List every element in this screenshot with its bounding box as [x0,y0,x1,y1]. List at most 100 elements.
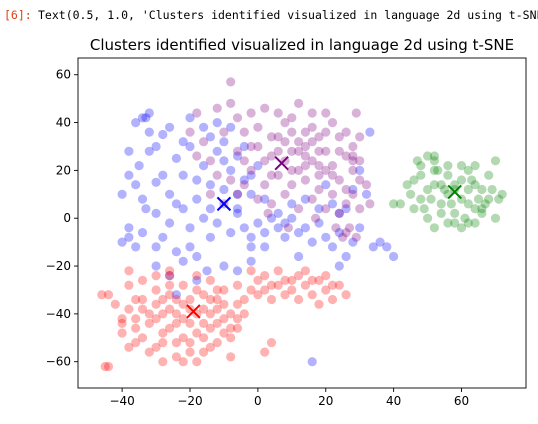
scatter-point [307,108,317,118]
scatter-point [273,223,283,233]
scatter-point [226,309,236,319]
centroid-marker [186,304,201,319]
y-tick-label: 0 [63,211,71,225]
scatter-point [361,189,372,199]
scatter-point [137,194,148,204]
scatter-point [260,271,270,281]
scatter-point [151,299,161,309]
scatter-point [300,175,310,185]
scatter-point [131,242,141,252]
scatter-point [171,290,181,300]
scatter-point [307,137,317,147]
scatter-point [294,271,304,281]
scatter-point [300,141,310,152]
scatter-point [443,218,453,228]
scatter-point [171,247,181,257]
scatter-point [314,170,324,180]
scatter-point [124,232,134,242]
scatter-point [253,290,263,300]
scatter-point [314,161,324,171]
scatter-point [260,180,270,190]
scatter-point [450,180,460,190]
scatter-point [477,208,487,218]
scatter-point [470,161,480,171]
scatter-point [205,180,215,190]
scatter-point [100,361,110,372]
scatter-point [158,338,168,348]
scatter-point [212,318,222,328]
scatter-point [334,132,344,142]
x-tick-label: 40 [386,394,401,408]
scatter-point [178,256,188,266]
scatter-point [307,237,317,247]
scatter-point [144,127,154,137]
scatter-point [412,156,422,166]
chart-title: Clusters identified visualized in langua… [90,36,514,54]
scatter-point [151,314,161,324]
scatter-point [192,328,202,338]
scatter-point [273,280,283,290]
scatter-point [334,261,344,271]
scatter-point [178,314,188,324]
scatter-point [151,208,161,218]
scatter-point [239,180,249,190]
scatter-point [232,314,243,324]
scatter-point [185,223,195,233]
scatter-point [239,309,249,319]
scatter-point [423,151,433,161]
scatter-point [165,323,175,333]
scatter-point [117,237,127,247]
scatter-point [463,218,473,228]
scatter-point [205,189,215,199]
scatter-point [253,122,263,132]
scatter-point [355,156,365,166]
plot-frame [77,57,527,389]
scatter-point [327,199,338,209]
y-axis-ticks: −60 −40 −20 0 20 40 60 [46,68,78,369]
scatter-point [470,218,480,228]
scatter-point [232,189,243,199]
scatter-point [389,199,399,209]
x-axis-ticks: −40 −20 0 20 40 60 [109,388,469,408]
scatter-point [266,213,277,223]
scatter-point [280,137,290,147]
scatter-point [178,170,188,180]
scatter-point [348,151,358,161]
scatter-point [280,275,290,285]
scatter-point [409,204,419,214]
scatter-point [137,304,148,314]
scatter-point [334,228,344,238]
scatter-point [294,294,304,305]
scatter-point [253,194,263,204]
scatter-point [280,218,290,228]
scatter-point [97,290,107,300]
scatter-point [287,199,297,209]
scatter-point [314,204,324,214]
scatter-point [226,323,236,333]
scatter-point [158,232,168,242]
scatter-point [205,204,215,214]
scatter-point [205,342,215,352]
scatter-point [494,194,504,204]
scatter-point [212,338,222,348]
scatter-point [212,304,222,314]
scatter-point [226,122,236,132]
scatter-point [103,361,114,372]
scatter-point [365,127,375,137]
scatter-point [260,194,270,204]
scatter-point [151,261,161,271]
scatter-point [463,165,473,175]
scatter-point [426,194,436,204]
scatter-point [287,275,297,285]
scatter-point [266,338,277,348]
scatter-point [480,199,490,209]
scatter-point [294,165,304,175]
scatter-point [219,328,229,338]
scatter-point [226,352,236,362]
scatter-point [131,314,141,324]
scatter-point [202,266,212,276]
scatter-point [456,175,467,185]
scatter-point [456,223,467,233]
scatter-point [246,266,256,276]
scatter-point [436,208,446,218]
